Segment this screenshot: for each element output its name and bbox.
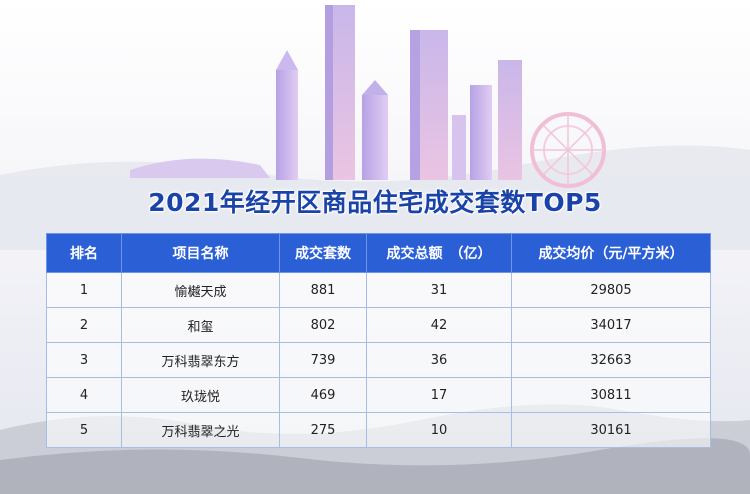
cell-rank: 2: [47, 308, 122, 343]
header-units-sold: 成交套数: [280, 234, 367, 273]
cell-rank: 5: [47, 413, 122, 448]
cell-rank: 1: [47, 273, 122, 308]
cell-total-amount: 42: [367, 308, 512, 343]
cell-rank: 3: [47, 343, 122, 378]
cell-total-amount: 10: [367, 413, 512, 448]
cell-rank: 4: [47, 378, 122, 413]
cell-project-name: 玖珑悦: [122, 378, 280, 413]
table-row: 2 和玺 802 42 34017: [47, 308, 711, 343]
cell-total-amount: 17: [367, 378, 512, 413]
table-row: 4 玖珑悦 469 17 30811: [47, 378, 711, 413]
cell-units-sold: 802: [280, 308, 367, 343]
cell-units-sold: 881: [280, 273, 367, 308]
table-row: 5 万科翡翠之光 275 10 30161: [47, 413, 711, 448]
cell-units-sold: 739: [280, 343, 367, 378]
cell-avg-price: 34017: [512, 308, 711, 343]
page-title: 2021年经开区商品住宅成交套数TOP5: [0, 183, 750, 219]
cell-avg-price: 30161: [512, 413, 711, 448]
cell-project-name: 万科翡翠之光: [122, 413, 280, 448]
cell-project-name: 万科翡翠东方: [122, 343, 280, 378]
header-rank: 排名: [47, 234, 122, 273]
cell-project-name: 愉樾天成: [122, 273, 280, 308]
cell-units-sold: 469: [280, 378, 367, 413]
cell-total-amount: 31: [367, 273, 512, 308]
cell-units-sold: 275: [280, 413, 367, 448]
header-avg-price: 成交均价（元/平方米）: [512, 234, 711, 273]
cell-total-amount: 36: [367, 343, 512, 378]
cell-avg-price: 30811: [512, 378, 711, 413]
header-project-name: 项目名称: [122, 234, 280, 273]
cell-project-name: 和玺: [122, 308, 280, 343]
table-row: 3 万科翡翠东方 739 36 32663: [47, 343, 711, 378]
cell-avg-price: 29805: [512, 273, 711, 308]
table-row: 1 愉樾天成 881 31 29805: [47, 273, 711, 308]
header-total-amount: 成交总额 （亿）: [367, 234, 512, 273]
cell-avg-price: 32663: [512, 343, 711, 378]
table-header-row: 排名 项目名称 成交套数 成交总额 （亿） 成交均价（元/平方米）: [47, 234, 711, 273]
ranking-table: 排名 项目名称 成交套数 成交总额 （亿） 成交均价（元/平方米） 1 愉樾天成…: [46, 233, 711, 448]
